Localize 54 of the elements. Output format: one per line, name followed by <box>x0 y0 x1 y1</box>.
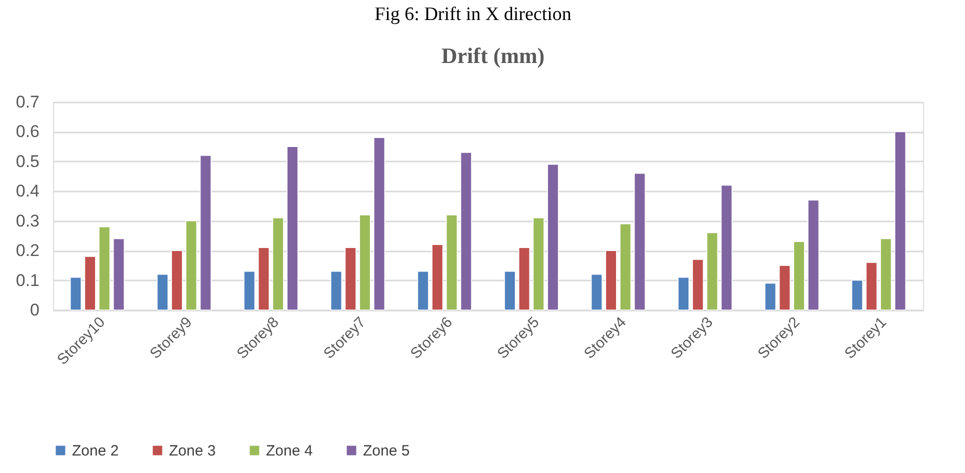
bar <box>417 270 429 310</box>
bar <box>605 250 617 310</box>
y-tick-label: 0.6 <box>16 122 40 142</box>
bar <box>720 184 732 310</box>
legend-label: Zone 3 <box>169 442 216 460</box>
bar <box>504 270 516 310</box>
chart-title: Drift (mm) <box>441 43 545 68</box>
caption: Fig 6: Drift in X direction <box>374 4 572 25</box>
y-tick-label: 0 <box>30 300 40 320</box>
bar <box>84 256 96 310</box>
bar <box>678 276 690 310</box>
bar <box>532 217 544 310</box>
bar <box>590 274 602 310</box>
bar <box>547 164 559 310</box>
y-tick-label: 0.5 <box>16 152 40 171</box>
y-tick-label: 0.2 <box>16 241 40 260</box>
bar <box>330 270 342 310</box>
y-tick-label: 0.4 <box>16 182 40 201</box>
bar <box>272 217 284 310</box>
bar <box>344 247 356 310</box>
bar <box>171 250 183 310</box>
bar <box>620 223 632 310</box>
bar <box>706 232 718 310</box>
bar <box>692 259 704 310</box>
bar <box>634 172 646 310</box>
bar <box>70 276 82 310</box>
y-tick-label: 0.1 <box>16 270 40 290</box>
bar <box>894 131 906 310</box>
bar <box>244 270 256 310</box>
bar <box>460 152 472 310</box>
bar <box>866 262 878 310</box>
bar <box>778 265 790 310</box>
y-tick-label: 0.3 <box>16 211 40 230</box>
legend-label: Zone 2 <box>72 442 119 460</box>
bar <box>764 282 776 310</box>
bar <box>200 155 212 310</box>
bar <box>518 247 530 310</box>
y-tick-label: 0.7 <box>16 92 40 112</box>
bar <box>808 200 820 310</box>
bar <box>446 214 458 310</box>
bar <box>851 280 863 310</box>
bar <box>880 238 892 310</box>
bar <box>432 244 444 310</box>
bar <box>113 238 125 310</box>
legend-label: Zone 4 <box>266 442 313 460</box>
bar <box>793 241 805 310</box>
bar <box>374 137 386 310</box>
bar <box>359 214 371 310</box>
bar <box>98 226 110 310</box>
legend-label: Zone 5 <box>363 442 410 460</box>
bar <box>186 220 198 310</box>
bar <box>286 146 298 310</box>
bar <box>258 247 270 310</box>
bar <box>156 274 168 310</box>
